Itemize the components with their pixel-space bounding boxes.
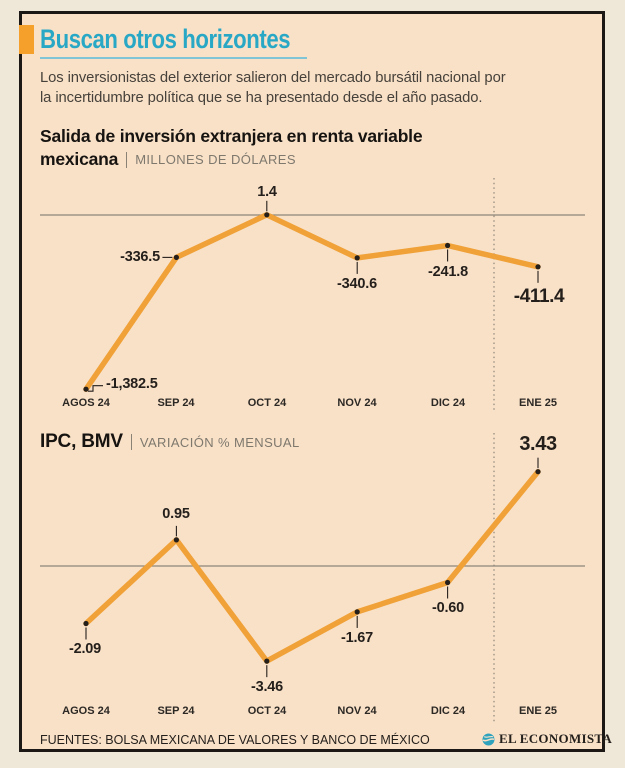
heading-separator	[126, 151, 128, 168]
value-label: -1,382.5	[106, 376, 158, 392]
chart2-title: IPC, BMV VARIACIÓN % MENSUAL	[40, 431, 300, 453]
axis-label: OCT 24	[247, 397, 287, 409]
axis-label: NOV 24	[337, 397, 377, 409]
value-label: -1.67	[340, 630, 374, 646]
axis-label: SEP 24	[157, 397, 195, 409]
value-label: 1.4	[257, 184, 277, 200]
value-label-highlight: 3.43	[519, 433, 557, 455]
value-label: -2.09	[68, 641, 102, 657]
axis-label: DIC 24	[430, 705, 466, 717]
el-economista-logo-icon	[482, 733, 495, 745]
value-label: -340.6	[337, 276, 377, 292]
chart2-units-label: VARIACIÓN % MENSUAL	[139, 434, 300, 450]
axis-label: DIC 24	[430, 397, 466, 409]
chart1-title-text: Salida de inversión extranjera en renta …	[40, 126, 423, 146]
subtitle-line-1: Los inversionistas del exterior salieron…	[40, 70, 506, 86]
value-label: 0.95	[162, 506, 190, 522]
value-label: -241.8	[428, 264, 468, 280]
title-accent-bar	[19, 25, 34, 54]
publisher-name: EL ECONOMISTA	[499, 731, 613, 746]
subtitle-line-2: la incertidumbre política que se ha pres…	[40, 90, 483, 106]
sources-note: FUENTES: BOLSA MEXICANA DE VALORES Y BAN…	[40, 733, 430, 747]
chart2-title-text: IPC, BMV	[40, 431, 123, 452]
title-underline	[40, 57, 307, 59]
axis-label: AGOS 24	[62, 705, 110, 717]
value-label: -336.5	[120, 249, 160, 265]
axis-label: NOV 24	[337, 705, 377, 717]
heading-separator	[130, 434, 132, 450]
chart1-title-text2: mexicana	[40, 149, 119, 169]
value-label: -3.46	[250, 679, 284, 695]
publisher-brand: EL ECONOMISTA	[482, 731, 612, 747]
value-label: -0.60	[431, 600, 465, 616]
page-title: Buscan otros horizontes	[40, 24, 291, 54]
chart1-title-line2: mexicana MILLONES DE DÓLARES	[40, 149, 296, 170]
value-label-highlight: -411.4	[513, 286, 565, 307]
axis-label: ENE 25	[519, 705, 557, 717]
chart1-title-line1: Salida de inversión extranjera en renta …	[40, 126, 423, 147]
axis-label: AGOS 24	[62, 397, 110, 409]
axis-label: OCT 24	[247, 705, 287, 717]
chart1-units-label: MILLONES DE DÓLARES	[135, 152, 296, 167]
axis-label: ENE 25	[519, 397, 557, 409]
axis-label: SEP 24	[157, 705, 195, 717]
